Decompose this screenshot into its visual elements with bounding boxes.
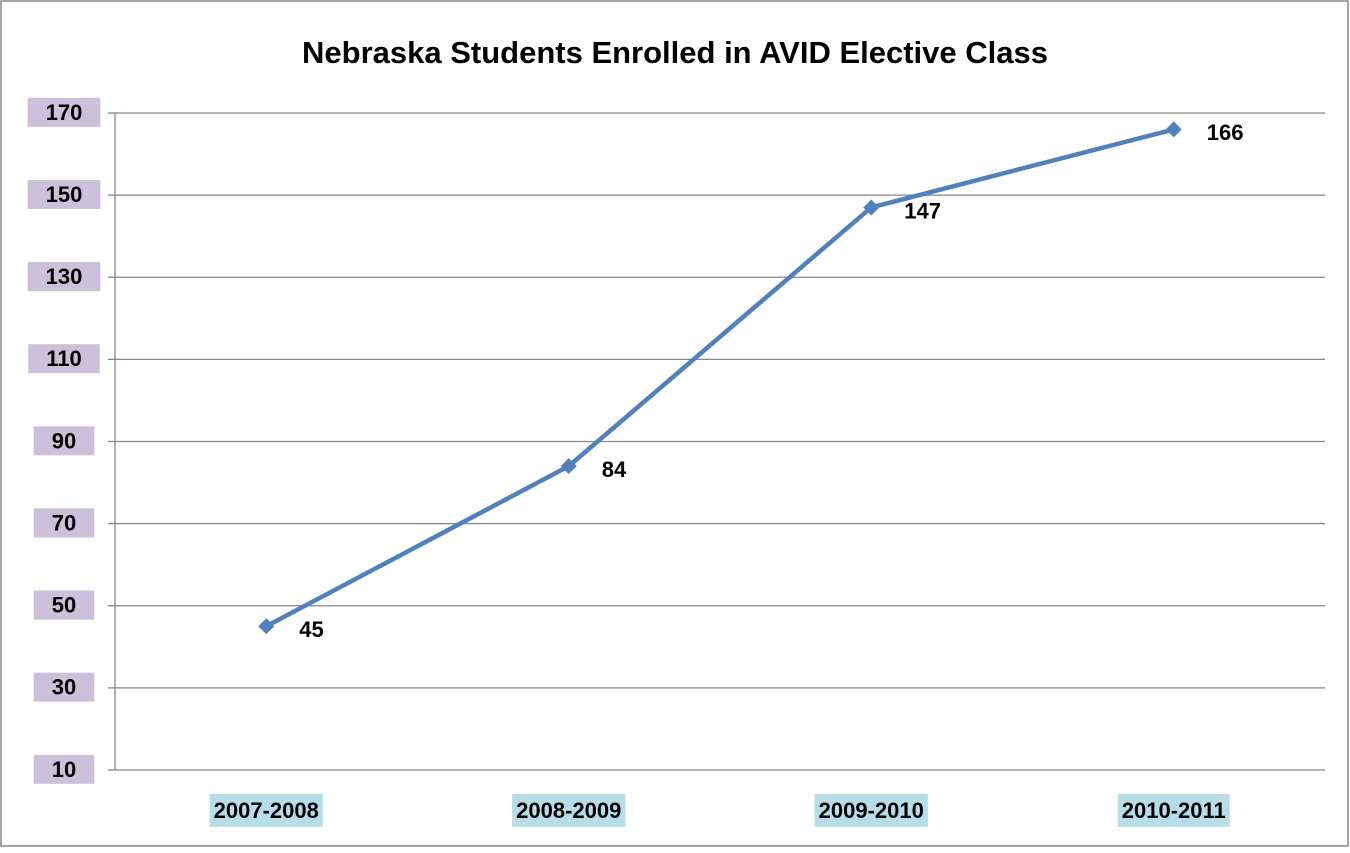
y-tick-label: 110 <box>46 346 82 371</box>
data-label: 147 <box>904 198 941 223</box>
data-label: 166 <box>1207 120 1244 145</box>
label-background <box>33 426 95 456</box>
label-background <box>27 97 101 127</box>
label-background <box>512 793 626 827</box>
y-tick-label: 10 <box>52 757 76 782</box>
label-background <box>814 793 928 827</box>
chart-title: Nebraska Students Enrolled in AVID Elect… <box>302 35 1048 70</box>
data-label: 45 <box>299 617 323 642</box>
data-line <box>265 127 1175 629</box>
label-background <box>33 672 95 702</box>
x-tick-label: 2008-2009 <box>516 798 621 823</box>
label-background <box>27 179 101 209</box>
marker <box>560 458 577 475</box>
y-tick-label: 50 <box>52 593 76 618</box>
data-label: 84 <box>602 457 627 482</box>
marker <box>863 199 880 216</box>
label-background <box>33 508 95 538</box>
label-background <box>28 344 100 374</box>
marker <box>258 618 275 635</box>
label-background <box>33 754 95 784</box>
y-tick-label: 170 <box>46 100 83 125</box>
label-background <box>209 793 323 827</box>
x-tick-label: 2009-2010 <box>819 798 924 823</box>
x-tick-label: 2010-2011 <box>1122 798 1226 823</box>
y-tick-label: 90 <box>52 428 76 453</box>
label-background <box>1117 793 1230 827</box>
y-tick-label: 130 <box>46 264 83 289</box>
y-tick-label: 30 <box>52 675 76 700</box>
label-background <box>33 590 95 620</box>
y-tick-label: 150 <box>46 182 83 207</box>
label-background <box>27 262 101 292</box>
y-tick-label: 70 <box>52 510 76 535</box>
x-tick-label: 2007-2008 <box>214 798 319 823</box>
grid <box>108 112 1325 771</box>
marker <box>1165 121 1182 138</box>
